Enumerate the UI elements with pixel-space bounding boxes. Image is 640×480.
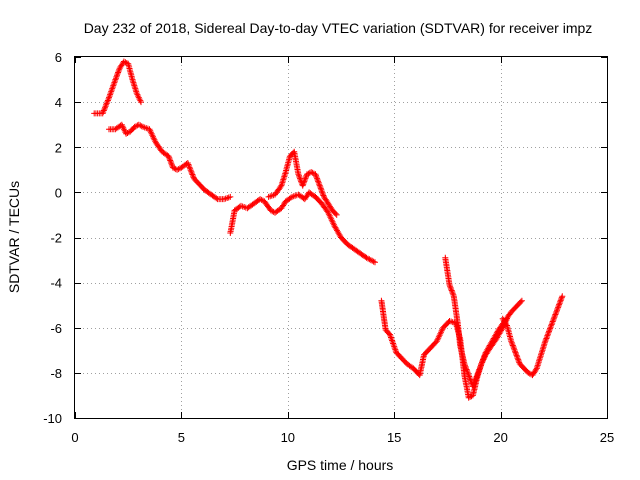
y-tick-label: -10 xyxy=(43,411,62,426)
series-trace-g xyxy=(499,293,566,379)
y-tick-label: -2 xyxy=(50,231,62,246)
data-point xyxy=(167,157,174,164)
series-trace-a xyxy=(91,58,144,117)
data-point xyxy=(101,106,108,113)
y-tick-label: 4 xyxy=(55,95,62,110)
x-tick-label: 25 xyxy=(600,430,614,445)
data-point xyxy=(548,322,555,329)
data-point xyxy=(559,293,566,300)
data-point xyxy=(556,301,563,308)
data-point xyxy=(190,173,196,179)
data-point xyxy=(165,153,172,160)
chart-title: Day 232 of 2018, Sidereal Day-to-day VTE… xyxy=(84,20,593,36)
y-tick-label: 0 xyxy=(55,185,62,200)
data-point xyxy=(188,170,195,177)
data-point xyxy=(301,177,308,183)
data-point xyxy=(551,314,558,321)
data-point xyxy=(315,178,322,185)
data-point xyxy=(514,355,521,362)
plot-frame xyxy=(74,56,608,419)
y-tick-label: -4 xyxy=(50,276,62,291)
data-point xyxy=(370,258,377,265)
x-tick-label: 0 xyxy=(71,430,78,445)
data-point xyxy=(332,210,339,217)
data-point xyxy=(549,318,556,325)
data-point xyxy=(518,297,525,304)
data-point xyxy=(187,165,194,172)
series-trace-c xyxy=(227,189,378,266)
data-point xyxy=(333,211,340,218)
data-point xyxy=(476,366,483,373)
data-point xyxy=(546,327,553,333)
data-point xyxy=(138,123,145,130)
data-point xyxy=(277,183,284,190)
data-point xyxy=(138,99,144,106)
series-trace-d xyxy=(265,148,340,218)
data-point xyxy=(114,72,120,79)
data-point xyxy=(115,68,122,75)
data-point xyxy=(258,196,265,203)
y-tick-label: 2 xyxy=(55,140,62,155)
data-point xyxy=(446,281,453,288)
data-point xyxy=(471,379,478,386)
data-point xyxy=(474,370,481,377)
data-point xyxy=(558,296,565,302)
data-point xyxy=(448,286,455,293)
data-point xyxy=(552,310,559,317)
data-point xyxy=(466,375,473,381)
data-point xyxy=(481,352,488,359)
series-trace-b xyxy=(106,121,234,203)
data-point xyxy=(465,370,472,377)
data-point xyxy=(544,331,551,338)
x-tick-label: 15 xyxy=(387,430,401,445)
data-point xyxy=(461,360,468,367)
data-point xyxy=(168,161,175,168)
data-point xyxy=(469,383,476,390)
data-point xyxy=(297,175,303,182)
data-point xyxy=(104,98,111,105)
data-point xyxy=(509,342,516,349)
data-point xyxy=(103,101,110,108)
data-point xyxy=(503,321,510,328)
data-point xyxy=(372,259,378,266)
x-tick-label: 5 xyxy=(178,430,185,445)
data-point xyxy=(480,356,486,363)
data-point xyxy=(532,366,539,373)
series-trace-f xyxy=(442,254,525,390)
data-point xyxy=(309,169,316,176)
data-point xyxy=(100,107,107,114)
grid xyxy=(75,57,607,418)
x-axis-label: GPS time / hours xyxy=(287,457,394,473)
y-tick-label: 6 xyxy=(55,50,62,65)
data-point xyxy=(508,338,515,345)
data-point xyxy=(295,171,302,178)
data-point xyxy=(186,164,193,171)
y-tick-label: -6 xyxy=(50,321,62,336)
data-point xyxy=(542,336,549,343)
x-tick-label: 10 xyxy=(281,430,295,445)
axis-ticks: 0 5 10 15 20 25 -10 -8 -6 -4 -2 0 2 4 6 xyxy=(43,50,614,445)
data-point xyxy=(320,192,327,199)
data-point xyxy=(227,193,234,200)
data-points xyxy=(91,58,566,401)
data-point xyxy=(213,195,220,202)
data-point xyxy=(112,76,119,83)
x-tick-label: 20 xyxy=(493,430,507,445)
data-point xyxy=(316,182,323,189)
y-tick-label: -8 xyxy=(50,366,62,381)
data-point xyxy=(300,181,307,188)
data-point xyxy=(513,351,519,357)
data-point xyxy=(517,298,524,305)
data-point xyxy=(463,365,469,372)
y-axis-label: SDTVAR / TECUs xyxy=(6,181,22,293)
